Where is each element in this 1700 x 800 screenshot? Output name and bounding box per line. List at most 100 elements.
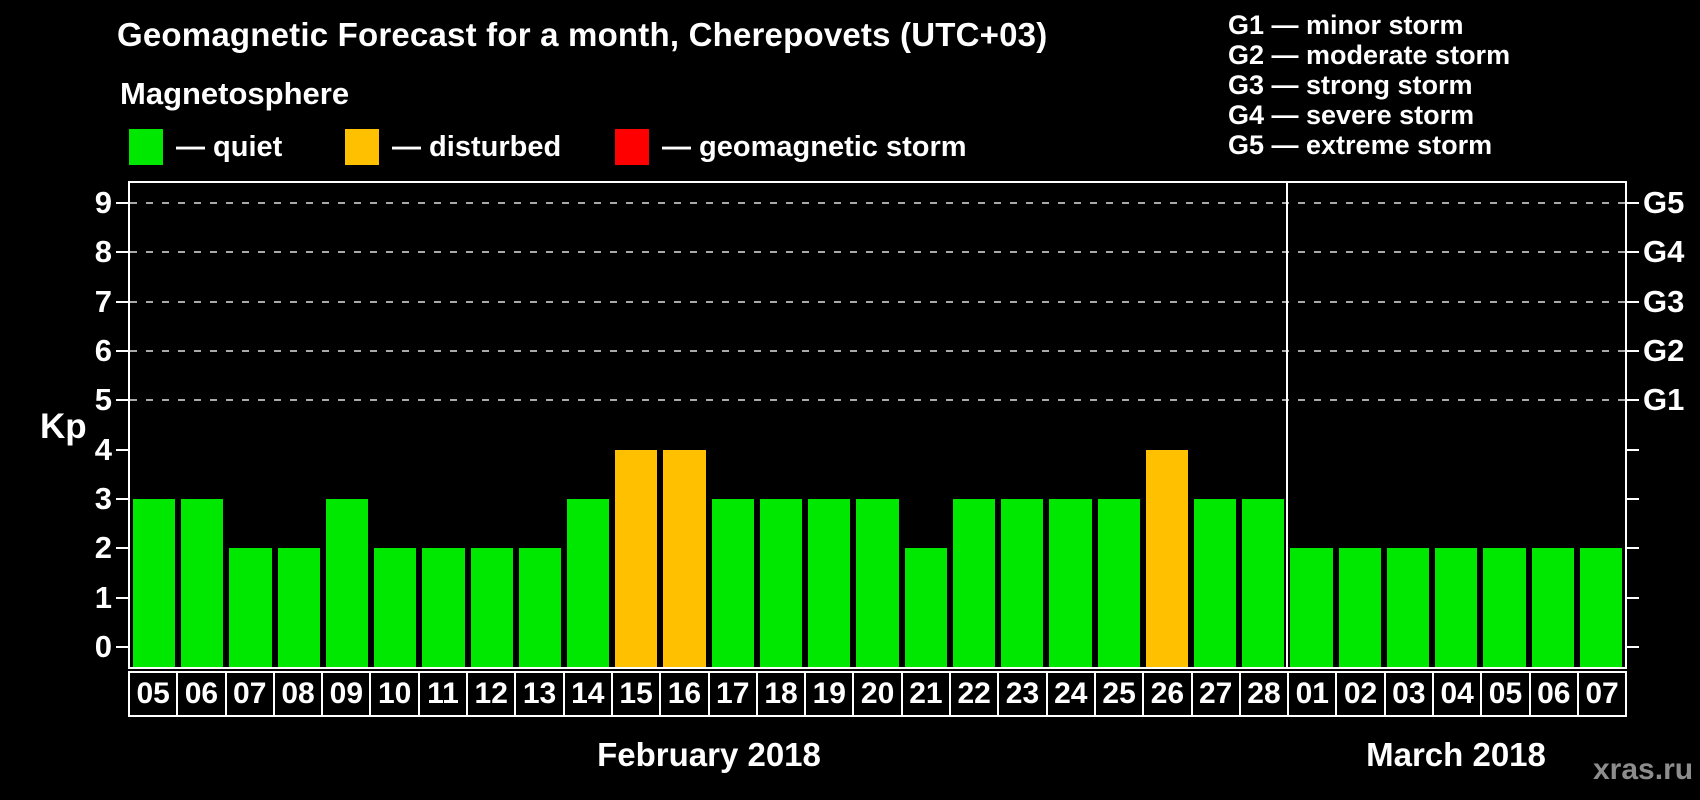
bar-day-07 <box>1579 548 1622 667</box>
quiet-label: — quiet <box>176 130 283 163</box>
left-tick-2 <box>116 547 128 550</box>
date-label-01: 01 <box>1287 673 1335 715</box>
y-tick-label-3: 3 <box>94 481 112 517</box>
bar-day-15 <box>615 449 658 667</box>
y-tick-label-9: 9 <box>94 184 112 220</box>
date-label-05: 05 <box>1480 673 1528 715</box>
date-label-18: 18 <box>755 673 804 715</box>
month-label-march: March 2018 <box>1366 736 1546 773</box>
date-label-23: 23 <box>997 673 1045 715</box>
bar-day-25 <box>1097 499 1140 667</box>
chart-title: Geomagnetic Forecast for a month, Cherep… <box>117 16 1048 53</box>
date-label-26: 26 <box>1142 673 1190 715</box>
date-label-21: 21 <box>900 673 949 715</box>
date-label-20: 20 <box>852 673 900 715</box>
g-scale-legend: G1 — minor storm G2 — moderate storm G3 … <box>1228 10 1510 160</box>
bar-day-12 <box>470 548 513 667</box>
bar-day-27 <box>1193 499 1237 667</box>
quiet-color-swatch <box>129 129 163 165</box>
right-tick-2 <box>1627 547 1639 550</box>
left-tick-0 <box>116 646 128 649</box>
y-tick-label-2: 2 <box>94 530 112 566</box>
date-label-22: 22 <box>949 673 997 715</box>
bar-day-20 <box>856 499 899 667</box>
gridline-kp6 <box>130 349 1625 352</box>
y-tick-label-4: 4 <box>94 431 112 467</box>
date-label-27: 27 <box>1190 673 1239 715</box>
bar-day-18 <box>759 499 803 667</box>
bar-day-22 <box>952 499 996 667</box>
month-separator-line <box>1286 183 1289 667</box>
bar-day-07 <box>229 548 272 667</box>
left-tick-9 <box>116 201 128 204</box>
date-label-16: 16 <box>659 673 707 715</box>
left-tick-7 <box>116 300 128 303</box>
left-tick-1 <box>116 596 128 599</box>
date-label-06: 06 <box>1528 673 1577 715</box>
bar-day-26 <box>1145 449 1188 667</box>
bar-day-17 <box>711 499 754 667</box>
bar-day-05 <box>133 499 176 667</box>
g2-legend-line: G2 — moderate storm <box>1228 40 1511 70</box>
bar-day-16 <box>663 449 706 667</box>
right-tick-8 <box>1627 251 1639 254</box>
y-axis-title: Kp <box>40 407 87 446</box>
magnetosphere-label: Magnetosphere <box>120 76 350 111</box>
bar-day-06 <box>1531 548 1574 667</box>
bar-day-24 <box>1049 499 1092 667</box>
right-tick-4 <box>1627 448 1639 451</box>
date-label-24: 24 <box>1045 673 1094 715</box>
disturbed-label: — disturbed <box>392 130 562 163</box>
bar-day-28 <box>1242 499 1285 667</box>
right-axis-label-g2: G2 <box>1643 332 1685 368</box>
right-tick-7 <box>1627 300 1639 303</box>
g4-legend-line: G4 — severe storm <box>1228 100 1475 130</box>
date-label-19: 19 <box>804 673 852 715</box>
bar-day-13 <box>518 548 562 667</box>
y-tick-label-1: 1 <box>94 579 112 615</box>
bar-day-06 <box>181 499 224 667</box>
bar-day-05 <box>1483 548 1526 667</box>
date-label-10: 10 <box>369 673 417 715</box>
disturbed-color-swatch <box>345 129 379 165</box>
month-label-february: February 2018 <box>597 736 821 773</box>
y-tick-label-0: 0 <box>94 629 112 665</box>
bar-day-23 <box>1001 499 1044 667</box>
right-tick-6 <box>1627 349 1639 352</box>
date-label-05: 05 <box>136 677 170 710</box>
left-tick-5 <box>116 399 128 402</box>
left-tick-8 <box>116 251 128 254</box>
legend-item-quiet: — quiet <box>129 128 282 166</box>
bar-day-03 <box>1386 548 1430 667</box>
date-label-14: 14 <box>562 673 611 715</box>
legend-item-storm: — geomagnetic storm <box>615 128 967 166</box>
date-label-25: 25 <box>1093 673 1142 715</box>
bar-day-19 <box>808 499 851 667</box>
bar-day-21 <box>904 548 947 667</box>
date-label-15: 15 <box>610 673 659 715</box>
bar-day-11 <box>422 548 465 667</box>
right-axis-label-g1: G1 <box>1643 382 1685 418</box>
right-tick-3 <box>1627 498 1639 501</box>
y-tick-label-5: 5 <box>94 382 112 418</box>
bar-day-02 <box>1338 548 1381 667</box>
g1-legend-line: G1 — minor storm <box>1228 10 1464 40</box>
storm-label: — geomagnetic storm <box>662 130 967 163</box>
right-axis-label-g4: G4 <box>1643 234 1685 270</box>
right-axis-label-g3: G3 <box>1643 283 1685 319</box>
date-label-11: 11 <box>417 673 466 715</box>
left-tick-3 <box>116 498 128 501</box>
g5-legend-line: G5 — extreme storm <box>1228 130 1493 160</box>
right-axis-label-g5: G5 <box>1643 184 1685 220</box>
date-label-07: 07 <box>224 673 273 715</box>
g3-legend-line: G3 — strong storm <box>1228 70 1473 100</box>
date-label-13: 13 <box>514 673 562 715</box>
left-tick-4 <box>116 448 128 451</box>
gridline-kp7 <box>130 300 1625 303</box>
storm-color-swatch <box>615 129 649 165</box>
bar-day-14 <box>567 499 610 667</box>
date-label-17: 17 <box>707 673 756 715</box>
date-label-04: 04 <box>1432 673 1480 715</box>
bar-day-04 <box>1435 548 1478 667</box>
